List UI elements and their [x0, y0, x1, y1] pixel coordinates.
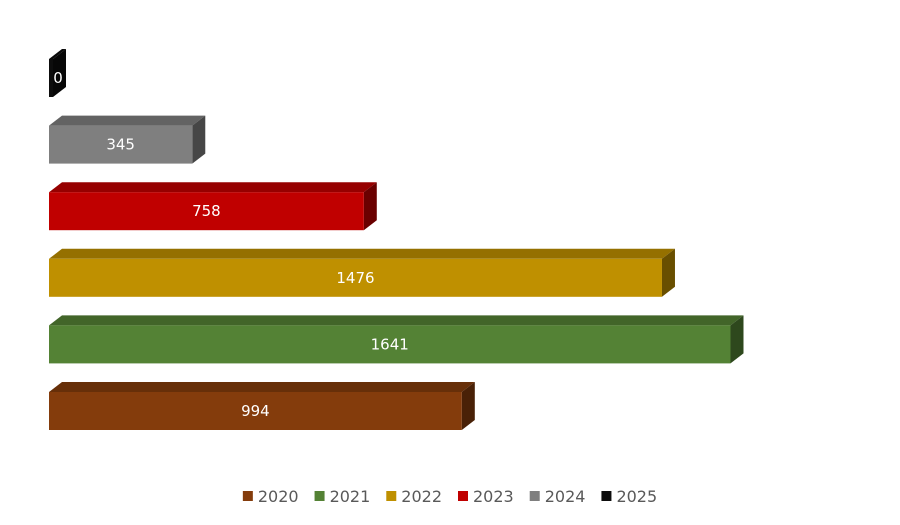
bar-front-2025	[49, 59, 53, 97]
legend-item-2024: 2024	[529, 487, 586, 506]
bar-front-2022	[49, 258, 662, 297]
bar-top-2022	[49, 248, 675, 259]
bar-side-2020	[461, 382, 475, 430]
legend-item-2025: 2025	[601, 487, 657, 506]
bar-side-2022	[661, 248, 675, 297]
data-label-2022: 1476	[336, 269, 374, 287]
legend-swatch-2023	[458, 491, 468, 501]
bar-front-2023	[49, 192, 364, 231]
bar-top-2023	[49, 182, 377, 193]
data-label-2025: 0	[53, 69, 63, 87]
legend-item-2020: 2020	[242, 487, 299, 506]
legend-label-2022: 2022	[401, 487, 442, 506]
bar-top-2020	[49, 382, 475, 392]
bar-top-2021	[49, 315, 744, 326]
bar-2025: 0	[49, 49, 66, 97]
bar-2022: 1476	[49, 248, 675, 297]
legend: 2020 2021 2022 2023 2024 2025	[242, 487, 657, 506]
bars-layer: 994 1641 1476 758 345 0	[49, 49, 744, 430]
legend-swatch-2024	[529, 491, 540, 501]
bar-side-2024	[192, 115, 206, 164]
bar-side-2025	[53, 49, 66, 97]
bar-front-2024	[49, 125, 193, 164]
legend-label-2020: 2020	[258, 487, 299, 506]
legend-swatch-2025	[601, 491, 612, 501]
bar-side-2023	[363, 182, 377, 231]
legend-item-2022: 2022	[386, 487, 442, 506]
bar-2024: 345	[49, 115, 206, 164]
data-label-2024: 345	[106, 136, 135, 154]
legend-item-2021: 2021	[314, 487, 371, 506]
data-label-2020: 994	[241, 402, 270, 420]
legend-label-2024: 2024	[545, 487, 586, 506]
legend-swatch-2021	[314, 491, 325, 501]
bar-side-2021	[730, 315, 744, 364]
bar-2020: 994	[49, 382, 475, 430]
data-label-2023: 758	[192, 202, 221, 220]
bar-front-2021	[49, 325, 731, 364]
data-label-2021: 1641	[371, 335, 409, 353]
legend-label-2021: 2021	[330, 487, 371, 506]
bar-top-2024	[49, 115, 206, 126]
bar-front-2020	[49, 392, 462, 430]
legend-item-2023: 2023	[458, 487, 514, 506]
legend-label-2025: 2025	[616, 487, 657, 506]
bar-top-2025	[49, 49, 66, 59]
legend-swatch-2020	[242, 491, 253, 501]
bar-2023: 758	[49, 182, 377, 231]
legend-label-2023: 2023	[473, 487, 514, 506]
legend-swatch-2022	[386, 491, 397, 501]
bar-2021: 1641	[49, 315, 744, 364]
